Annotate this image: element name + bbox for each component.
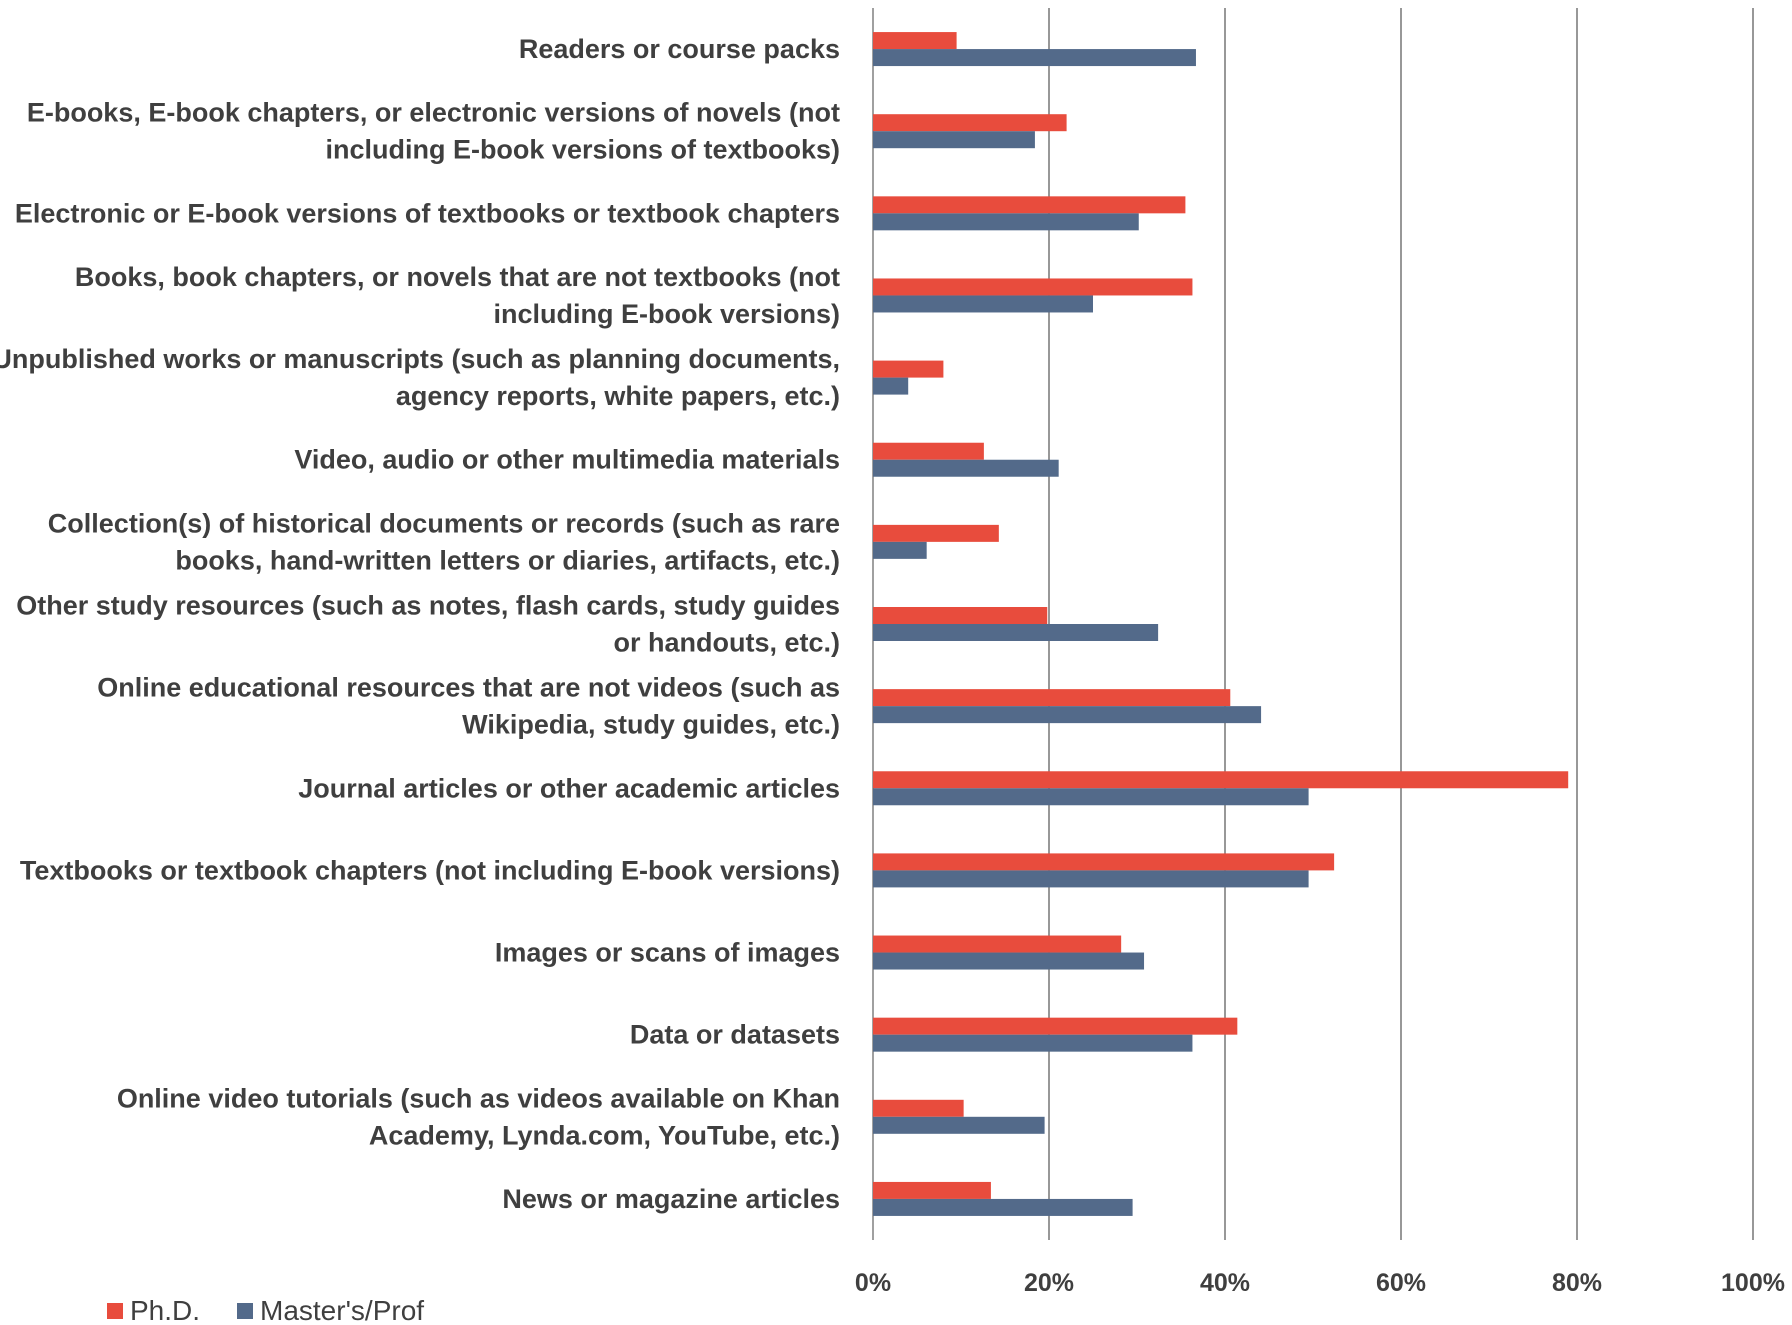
- bar-masters: [873, 1034, 1193, 1052]
- bar-masters: [873, 459, 1059, 477]
- legend: Ph.D. Master's/Prof: [107, 1295, 424, 1325]
- bar-phd: [873, 196, 1186, 214]
- category-label: Electronic or E-book versions of textboo…: [15, 198, 840, 228]
- category-label: Books, book chapters, or novels that are…: [75, 262, 840, 292]
- category-label: books, hand-written letters or diaries, …: [175, 545, 840, 575]
- bar-phd: [873, 853, 1335, 871]
- category-label: including E-book versions): [493, 299, 840, 329]
- bar-phd: [873, 1099, 964, 1117]
- x-tick-label: 80%: [1552, 1269, 1602, 1297]
- category-label: including E-book versions of textbooks): [325, 135, 840, 165]
- bar-masters: [873, 377, 909, 395]
- category-label: Wikipedia, study guides, etc.): [462, 710, 840, 740]
- bar-phd: [873, 935, 1122, 953]
- legend-label: Ph.D.: [130, 1295, 200, 1325]
- category-label: News or magazine articles: [502, 1184, 840, 1214]
- bar-phd: [873, 360, 944, 378]
- x-tick-label: 0%: [855, 1269, 891, 1297]
- category-label: Academy, Lynda.com, YouTube, etc.): [369, 1120, 840, 1150]
- category-label: Collection(s) of historical documents or…: [48, 508, 840, 538]
- bar-phd: [873, 607, 1048, 624]
- bar-phd: [873, 278, 1193, 296]
- category-label: Journal articles or other academic artic…: [298, 773, 840, 803]
- category-labels: Readers or course packs E-books, E-book c…: [0, 34, 840, 1214]
- category-label: Online video tutorials (such as videos a…: [117, 1083, 840, 1113]
- x-tick-label: 100%: [1721, 1269, 1785, 1297]
- tick-labels: 0% 20% 40% 60% 80% 100%: [855, 1269, 1785, 1297]
- bar-masters: [873, 295, 1093, 313]
- bar-phd: [873, 32, 957, 50]
- bar-masters: [873, 952, 1145, 970]
- bar-masters: [873, 131, 1035, 149]
- category-label: Online educational resources that are no…: [97, 673, 840, 703]
- legend-swatch: [107, 1303, 123, 1319]
- bar-phd: [873, 689, 1231, 707]
- bar-masters: [873, 1116, 1045, 1134]
- x-tick-label: 40%: [1200, 1269, 1250, 1297]
- category-label: Video, audio or other multimedia materia…: [294, 445, 840, 475]
- category-label: agency reports, white papers, etc.): [396, 381, 840, 411]
- category-label: E-books, E-book chapters, or electronic …: [27, 98, 840, 128]
- bar-phd: [873, 442, 984, 460]
- category-label: Textbooks or textbook chapters (not incl…: [20, 855, 840, 885]
- category-label: Data or datasets: [630, 1020, 840, 1050]
- bar-masters: [873, 213, 1139, 231]
- bar-masters: [873, 706, 1262, 724]
- x-tick-label: 60%: [1376, 1269, 1426, 1297]
- category-label: Unpublished works or manuscripts (such a…: [0, 344, 840, 374]
- bar-masters: [873, 49, 1196, 67]
- legend-label: Master's/Prof: [260, 1295, 424, 1325]
- bar-phd: [873, 114, 1067, 132]
- bar-masters: [873, 870, 1309, 888]
- bar-masters: [873, 541, 927, 559]
- category-label: Readers or course packs: [519, 34, 840, 64]
- category-label: Images or scans of images: [495, 938, 840, 968]
- bar-phd: [873, 771, 1569, 789]
- legend-swatch: [237, 1303, 253, 1319]
- bar-phd: [873, 1017, 1238, 1035]
- bar-masters: [873, 624, 1159, 641]
- x-tick-label: 20%: [1024, 1269, 1074, 1297]
- bar-phd: [873, 524, 999, 542]
- category-label: or handouts, etc.): [613, 628, 840, 658]
- bars: [873, 32, 1569, 1216]
- bar-phd: [873, 1181, 991, 1199]
- bar-masters: [873, 788, 1309, 806]
- bar-masters: [873, 1198, 1133, 1216]
- category-label: Other study resources (such as notes, fl…: [16, 591, 840, 621]
